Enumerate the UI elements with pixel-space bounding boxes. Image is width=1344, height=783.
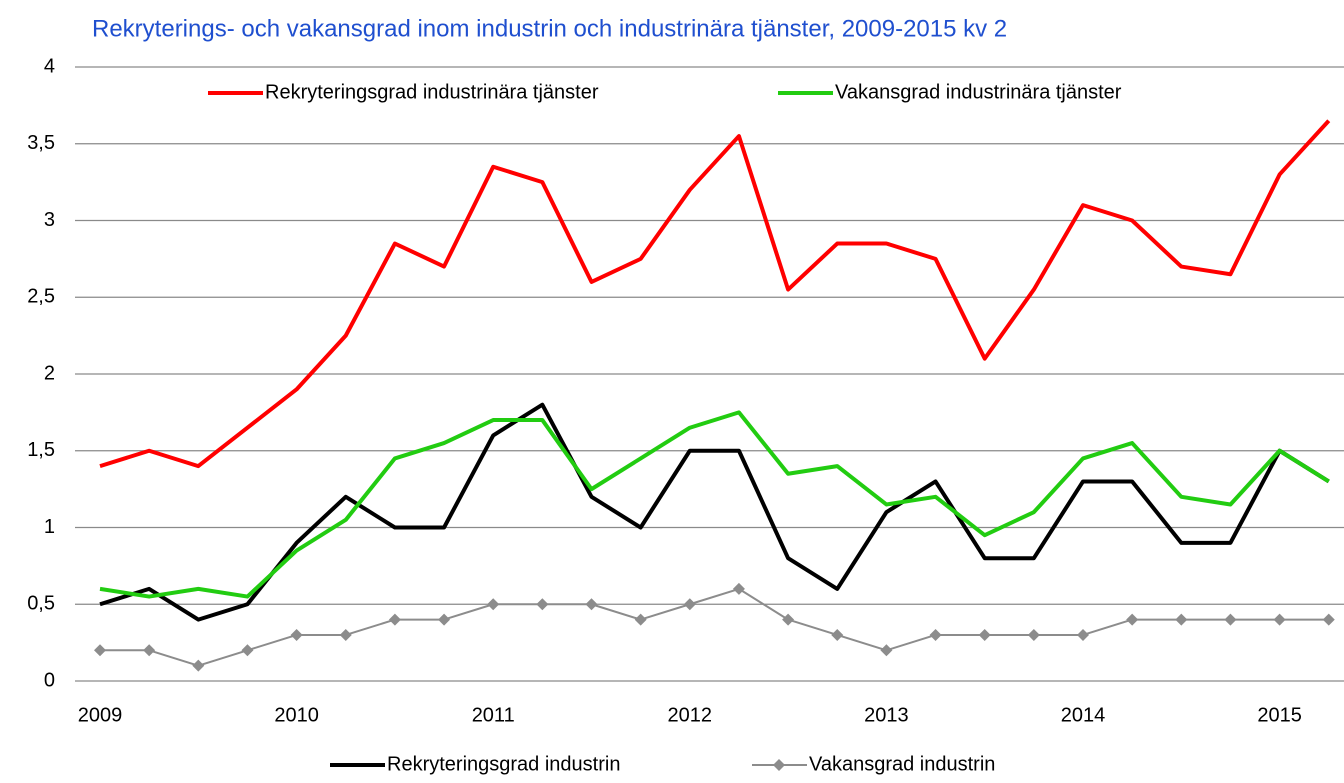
series-marker bbox=[1273, 613, 1286, 626]
x-tick-label: 2010 bbox=[274, 704, 319, 726]
series-marker bbox=[831, 628, 844, 641]
series-marker bbox=[634, 613, 647, 626]
x-tick-label: 2012 bbox=[668, 704, 713, 726]
y-tick-label: 2 bbox=[44, 362, 55, 384]
series-marker bbox=[192, 659, 205, 672]
y-tick-label: 1,5 bbox=[27, 439, 55, 461]
legend-label: Vakansgrad industrinära tjänster bbox=[835, 81, 1122, 103]
series-marker bbox=[143, 644, 156, 657]
series-marker bbox=[978, 628, 991, 641]
y-tick-label: 3,5 bbox=[27, 132, 55, 154]
series-marker bbox=[1224, 613, 1237, 626]
y-tick-label: 2,5 bbox=[27, 286, 55, 308]
series-marker bbox=[388, 613, 401, 626]
legend-marker bbox=[773, 759, 785, 771]
chart-title: Rekryterings- och vakansgrad inom indust… bbox=[92, 15, 1007, 42]
y-tick-label: 0,5 bbox=[27, 593, 55, 615]
x-tick-label: 2013 bbox=[864, 704, 909, 726]
y-tick-label: 1 bbox=[44, 516, 55, 538]
series-marker bbox=[585, 598, 598, 611]
series-marker bbox=[1077, 628, 1089, 641]
series-marker bbox=[683, 598, 696, 611]
series-marker bbox=[339, 628, 352, 641]
series-line bbox=[100, 587, 1329, 667]
series-marker bbox=[94, 644, 106, 657]
series-marker bbox=[290, 628, 303, 641]
series-marker bbox=[782, 613, 795, 626]
series-marker bbox=[487, 598, 500, 611]
series-marker bbox=[1126, 613, 1139, 626]
y-tick-label: 4 bbox=[44, 55, 55, 77]
series-marker bbox=[1027, 628, 1040, 641]
legend-label: Vakansgrad industrin bbox=[809, 753, 995, 775]
series-marker bbox=[438, 613, 451, 626]
series-line bbox=[99, 119, 1331, 469]
x-tick-label: 2009 bbox=[78, 704, 123, 726]
series-marker bbox=[1322, 613, 1335, 626]
y-tick-label: 3 bbox=[44, 209, 55, 231]
series-marker bbox=[732, 582, 745, 595]
series-marker bbox=[536, 598, 549, 611]
legend-label: Rekryteringsgrad industrin bbox=[387, 753, 620, 775]
x-tick-label: 2015 bbox=[1257, 704, 1302, 726]
x-tick-label: 2014 bbox=[1061, 704, 1106, 726]
legend-label: Rekryteringsgrad industrinära tjänster bbox=[265, 81, 599, 103]
y-tick-label: 0 bbox=[44, 669, 55, 691]
series-marker bbox=[241, 644, 254, 657]
series-marker bbox=[880, 644, 893, 657]
x-tick-label: 2011 bbox=[472, 704, 515, 726]
series-line bbox=[99, 410, 1330, 599]
series-line bbox=[99, 402, 1330, 622]
series-marker bbox=[1175, 613, 1188, 626]
series-marker bbox=[929, 628, 942, 641]
